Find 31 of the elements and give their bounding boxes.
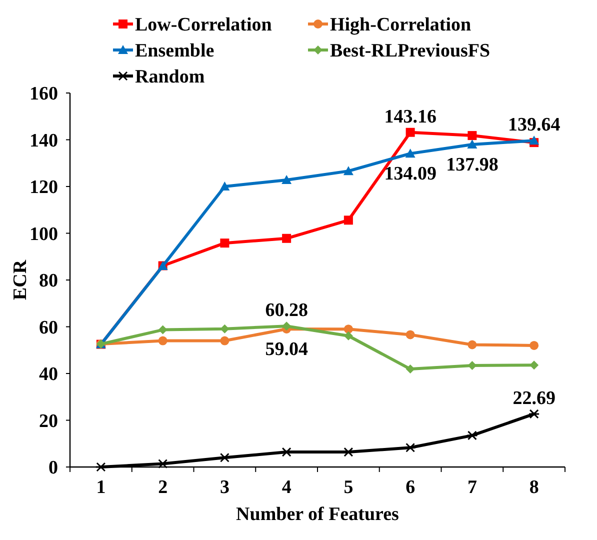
x-tick-label: 8 — [529, 477, 539, 498]
legend-label: High-Correlation — [330, 14, 472, 36]
x-tick-label: 4 — [282, 477, 292, 498]
data-label: 59.04 — [265, 338, 308, 360]
y-tick-label: 140 — [30, 130, 58, 152]
x-tick-label: 1 — [96, 477, 106, 498]
x-tick-label: 7 — [467, 477, 478, 498]
data-label: 137.98 — [446, 154, 498, 176]
y-tick-label: 20 — [39, 410, 58, 432]
data-label: 22.69 — [512, 388, 556, 409]
y-tick-label: 80 — [39, 270, 58, 292]
y-tick-label: 40 — [39, 364, 58, 386]
x-tick-label: 6 — [406, 477, 416, 498]
y-tick-label: 0 — [48, 458, 58, 479]
legend-label: Random — [135, 66, 205, 88]
x-tick-label: 5 — [344, 477, 354, 498]
legend-label: Best-RLPreviousFS — [330, 40, 490, 62]
data-label: 134.09 — [384, 164, 436, 185]
x-axis-title: Number of Features — [236, 504, 399, 525]
data-label: 60.28 — [265, 300, 308, 322]
y-tick-label: 60 — [39, 317, 58, 338]
data-label: 139.64 — [508, 114, 561, 136]
y-tick-label: 100 — [30, 224, 58, 245]
data-label: 143.16 — [384, 106, 436, 128]
x-tick-label: 3 — [220, 477, 230, 498]
legend-label: Low-Correlation — [135, 14, 272, 36]
legend-label: Ensemble — [135, 40, 214, 62]
x-tick-label: 2 — [158, 477, 168, 498]
y-tick-label: 120 — [30, 177, 58, 198]
y-tick-label: 160 — [30, 84, 58, 105]
y-axis-title: ECR — [10, 260, 31, 300]
